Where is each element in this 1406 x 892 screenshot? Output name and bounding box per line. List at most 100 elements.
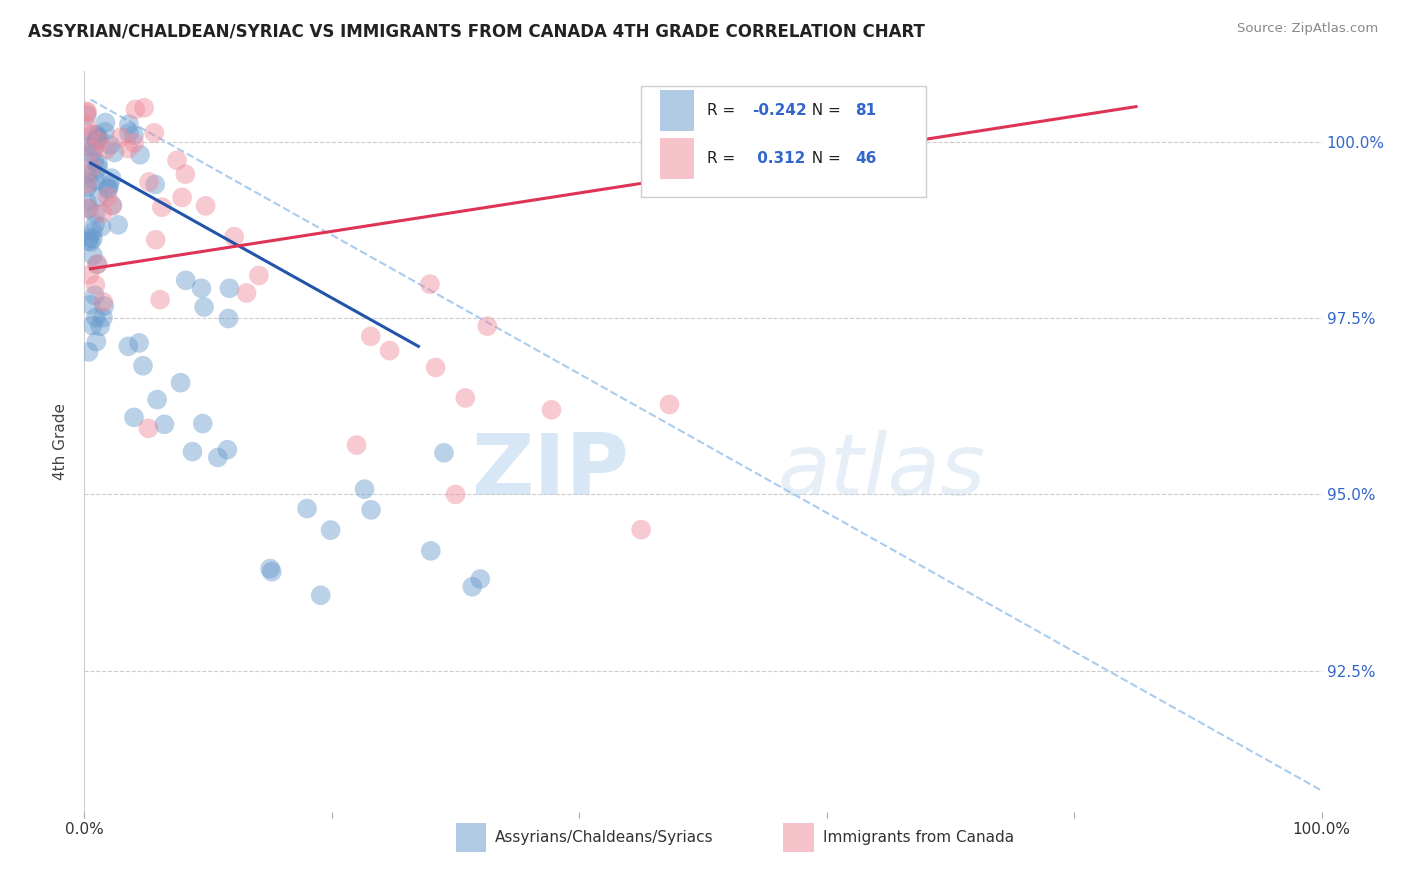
Point xyxy=(84,207,107,221)
Point xyxy=(83,288,105,302)
Point xyxy=(217,311,239,326)
Point xyxy=(138,421,160,435)
Point xyxy=(143,126,166,140)
Point xyxy=(86,128,108,143)
Point xyxy=(82,128,104,142)
Point xyxy=(224,229,246,244)
Point xyxy=(87,257,110,271)
Point xyxy=(91,310,114,325)
Text: R =: R = xyxy=(707,151,740,166)
Point xyxy=(98,178,121,192)
Text: Immigrants from Canada: Immigrants from Canada xyxy=(823,830,1014,845)
Point xyxy=(87,190,110,204)
Point xyxy=(477,319,499,334)
Text: Source: ZipAtlas.com: Source: ZipAtlas.com xyxy=(1237,22,1378,36)
Point xyxy=(107,218,129,232)
Point xyxy=(76,105,98,120)
Point xyxy=(87,161,110,175)
Point xyxy=(217,442,239,457)
Point xyxy=(122,410,145,425)
Point xyxy=(360,503,382,517)
Text: R =: R = xyxy=(707,103,740,118)
Point xyxy=(153,417,176,432)
Point xyxy=(84,217,107,231)
Point xyxy=(77,344,100,359)
Point xyxy=(470,572,492,586)
Point xyxy=(76,108,98,122)
Point xyxy=(419,544,441,558)
Point xyxy=(172,190,194,204)
Point xyxy=(309,588,332,602)
Point xyxy=(84,133,107,147)
Point xyxy=(83,165,105,179)
Point xyxy=(84,278,107,293)
Point xyxy=(169,376,191,390)
Text: atlas: atlas xyxy=(778,430,986,513)
Point xyxy=(118,117,141,131)
Point xyxy=(82,248,104,262)
Point xyxy=(124,103,146,117)
Point xyxy=(138,175,160,189)
Point xyxy=(118,126,141,140)
Point xyxy=(82,232,104,246)
Text: N =: N = xyxy=(801,151,845,166)
Bar xyxy=(659,90,695,130)
Point xyxy=(235,286,257,301)
Point xyxy=(134,101,156,115)
Point xyxy=(353,482,375,496)
Point xyxy=(94,125,117,139)
Text: 81: 81 xyxy=(855,103,876,118)
Text: ASSYRIAN/CHALDEAN/SYRIAC VS IMMIGRANTS FROM CANADA 4TH GRADE CORRELATION CHART: ASSYRIAN/CHALDEAN/SYRIAC VS IMMIGRANTS F… xyxy=(28,22,925,40)
Text: N =: N = xyxy=(801,103,845,118)
Point xyxy=(100,171,122,186)
FancyBboxPatch shape xyxy=(641,87,925,197)
Point xyxy=(117,142,139,156)
Point xyxy=(93,299,115,313)
Point xyxy=(295,501,318,516)
Point xyxy=(346,438,368,452)
Bar xyxy=(783,822,814,853)
Point xyxy=(82,225,104,239)
Point xyxy=(82,161,104,175)
Point xyxy=(101,199,124,213)
Point xyxy=(419,277,441,292)
Point xyxy=(82,318,104,333)
Point xyxy=(658,397,681,411)
Point xyxy=(174,273,197,287)
Point xyxy=(444,487,467,501)
Point xyxy=(247,268,270,283)
Point xyxy=(80,127,103,141)
Text: 46: 46 xyxy=(855,151,876,166)
Point xyxy=(630,523,652,537)
Point xyxy=(146,392,169,407)
Point xyxy=(194,199,217,213)
Point xyxy=(76,119,98,133)
Point xyxy=(79,298,101,312)
Point xyxy=(122,128,145,143)
Bar xyxy=(456,822,486,853)
Point xyxy=(174,167,197,181)
Point xyxy=(193,300,215,314)
Point xyxy=(207,450,229,465)
Point xyxy=(425,360,447,375)
Point xyxy=(76,194,98,209)
Point xyxy=(76,139,98,153)
Point xyxy=(83,154,105,169)
Point xyxy=(76,177,98,191)
Point xyxy=(149,293,172,307)
Point xyxy=(91,295,114,310)
Point xyxy=(76,104,98,119)
Point xyxy=(77,202,100,216)
Point xyxy=(259,561,281,575)
Point xyxy=(97,190,120,204)
Point xyxy=(77,231,100,245)
Point xyxy=(128,335,150,350)
Point xyxy=(97,182,120,196)
Point xyxy=(84,310,107,325)
Point xyxy=(166,153,188,168)
Point xyxy=(90,219,112,234)
Point xyxy=(461,580,484,594)
Point xyxy=(76,180,98,194)
Point xyxy=(86,334,108,349)
Point xyxy=(98,138,121,153)
